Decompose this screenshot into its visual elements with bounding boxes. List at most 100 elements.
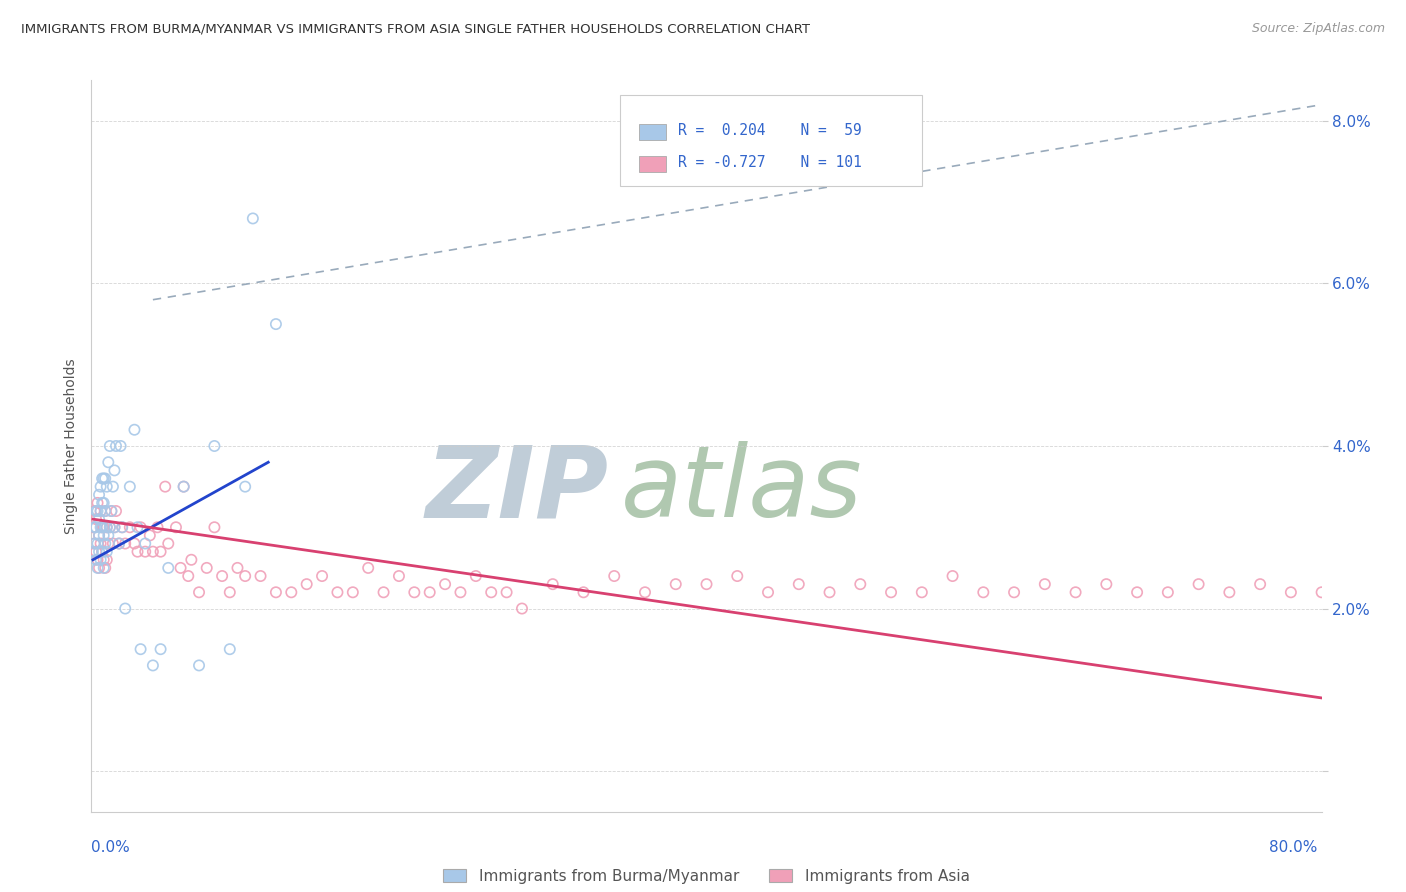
Point <box>146 520 169 534</box>
Point <box>696 577 718 591</box>
Point <box>94 504 117 518</box>
Point <box>419 585 441 599</box>
Point <box>153 480 177 494</box>
Point <box>134 536 156 550</box>
Point <box>90 504 112 518</box>
Point <box>357 561 380 575</box>
Point <box>96 520 118 534</box>
Point <box>142 658 165 673</box>
Point <box>1064 585 1087 599</box>
Point <box>100 504 122 518</box>
Point <box>105 439 127 453</box>
Point <box>84 553 107 567</box>
Point <box>97 455 120 469</box>
Point <box>1249 577 1271 591</box>
Point <box>86 553 108 567</box>
Point <box>97 536 120 550</box>
Text: atlas: atlas <box>620 442 862 539</box>
Point <box>103 463 125 477</box>
Point <box>373 585 395 599</box>
Point <box>111 520 134 534</box>
FancyBboxPatch shape <box>638 124 666 140</box>
Point <box>404 585 426 599</box>
Point <box>165 520 187 534</box>
Point <box>541 577 564 591</box>
Point <box>93 528 115 542</box>
Point <box>249 569 271 583</box>
Point <box>1348 666 1371 681</box>
Text: ZIP: ZIP <box>425 442 607 539</box>
Point <box>1187 577 1209 591</box>
Point <box>90 536 112 550</box>
Point <box>149 544 172 558</box>
Point <box>139 528 162 542</box>
Point <box>114 536 136 550</box>
Point <box>188 585 211 599</box>
Point <box>972 585 994 599</box>
Point <box>449 585 471 599</box>
Point <box>83 536 105 550</box>
Point <box>311 569 333 583</box>
Point <box>173 480 195 494</box>
Point <box>111 520 134 534</box>
Point <box>134 544 156 558</box>
Point <box>188 658 211 673</box>
Point <box>725 569 748 583</box>
Point <box>849 577 872 591</box>
Legend: Immigrants from Burma/Myanmar, Immigrants from Asia: Immigrants from Burma/Myanmar, Immigrant… <box>439 864 974 888</box>
Point <box>124 536 146 550</box>
Point <box>1218 585 1240 599</box>
Point <box>91 520 114 534</box>
Text: Source: ZipAtlas.com: Source: ZipAtlas.com <box>1251 22 1385 36</box>
Point <box>202 439 225 453</box>
Point <box>195 561 218 575</box>
Point <box>87 488 110 502</box>
Point <box>98 439 121 453</box>
Point <box>93 553 115 567</box>
Point <box>342 585 364 599</box>
Point <box>83 504 105 518</box>
Point <box>787 577 810 591</box>
Point <box>96 480 118 494</box>
Text: R = -0.727    N = 101: R = -0.727 N = 101 <box>678 155 862 170</box>
Point <box>91 471 114 485</box>
Point <box>157 561 180 575</box>
Point <box>86 561 108 575</box>
Point <box>127 544 149 558</box>
Point <box>96 544 118 558</box>
Point <box>495 585 517 599</box>
Point <box>572 585 595 599</box>
Point <box>94 536 117 550</box>
Point <box>101 480 124 494</box>
Point <box>434 577 457 591</box>
Point <box>114 601 136 615</box>
Point <box>94 504 117 518</box>
Point <box>211 569 233 583</box>
Point <box>91 520 114 534</box>
Point <box>1279 585 1302 599</box>
Point <box>86 504 108 518</box>
Point <box>91 496 114 510</box>
Point <box>84 512 107 526</box>
Point <box>108 536 131 550</box>
Point <box>83 520 105 534</box>
Text: 80.0%: 80.0% <box>1270 840 1317 855</box>
Point <box>91 544 114 558</box>
Point <box>911 585 934 599</box>
Point <box>603 569 626 583</box>
Point <box>90 504 112 518</box>
Point <box>173 480 195 494</box>
Y-axis label: Single Father Households: Single Father Households <box>65 359 79 533</box>
Point <box>1126 585 1149 599</box>
Point <box>479 585 502 599</box>
Point <box>129 642 152 657</box>
Text: IMMIGRANTS FROM BURMA/MYANMAR VS IMMIGRANTS FROM ASIA SINGLE FATHER HOUSEHOLDS C: IMMIGRANTS FROM BURMA/MYANMAR VS IMMIGRA… <box>21 22 810 36</box>
Text: 0.0%: 0.0% <box>91 840 131 855</box>
Point <box>233 480 256 494</box>
Point <box>218 642 240 657</box>
Point <box>93 471 115 485</box>
Point <box>1341 577 1364 591</box>
Point <box>90 480 112 494</box>
Point <box>942 569 965 583</box>
Point <box>177 569 200 583</box>
